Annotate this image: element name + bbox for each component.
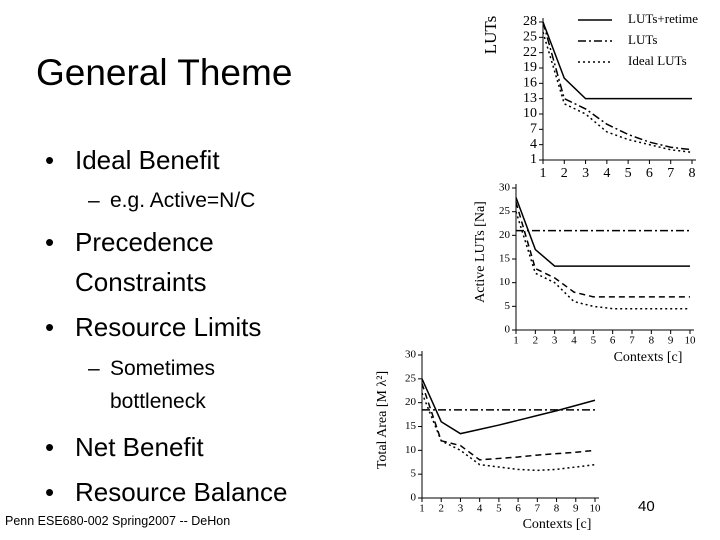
bullet: Net Benefit xyxy=(45,427,375,467)
x-tick-label: 5 xyxy=(625,166,632,181)
bullet: e.g. Active=N/C xyxy=(88,184,370,217)
y-tick-label: 0 xyxy=(411,492,417,504)
data-line xyxy=(542,32,693,154)
y-tick-label: 25 xyxy=(499,205,511,217)
x-tick-label: 6 xyxy=(610,335,616,347)
data-line xyxy=(421,392,596,472)
bullet: Precedence Constraints xyxy=(45,222,275,302)
data-line xyxy=(421,378,596,435)
y-tick-label: 25 xyxy=(523,30,537,45)
y-tick-label: 10 xyxy=(523,106,537,121)
x-tick-label: 1 xyxy=(419,503,425,515)
y-tick-label: 1 xyxy=(530,152,537,167)
x-tick-label: 2 xyxy=(561,166,568,181)
x-tick-label: 3 xyxy=(552,335,558,347)
data-line xyxy=(542,21,693,151)
y-axis-label: Total Area [M λ²] xyxy=(375,371,390,469)
x-tick-label: 2 xyxy=(438,503,444,515)
y-tick-label: 15 xyxy=(499,253,511,265)
y-tick-label: 30 xyxy=(405,349,417,361)
legend-label: Ideal LUTs xyxy=(628,53,687,68)
bullet: Ideal Benefit xyxy=(45,140,375,180)
x-tick-label: 5 xyxy=(496,503,502,515)
y-tick-label: 7 xyxy=(530,122,537,137)
y-tick-label: 10 xyxy=(405,444,417,456)
y-tick-label: 20 xyxy=(499,229,511,241)
y-tick-label: 16 xyxy=(523,76,537,91)
y-tick-label: 5 xyxy=(505,300,511,312)
x-tick-label: 9 xyxy=(668,335,674,347)
slide-title: General Theme xyxy=(36,52,293,93)
page-number: 40 xyxy=(638,498,655,515)
x-tick-label: 4 xyxy=(477,503,483,515)
y-tick-label: 10 xyxy=(499,276,511,288)
data-line xyxy=(515,197,690,267)
x-tick-label: 3 xyxy=(582,166,589,181)
x-tick-label: 7 xyxy=(667,166,674,181)
y-tick-label: 19 xyxy=(523,60,537,75)
x-tick-label: 1 xyxy=(513,335,519,347)
y-tick-label: 28 xyxy=(523,14,537,29)
y-axis-label: LUTs xyxy=(481,16,500,54)
y-tick-label: 25 xyxy=(405,372,417,384)
x-tick-label: 10 xyxy=(685,335,697,347)
data-line xyxy=(515,211,690,310)
bullet: Sometimes bottleneck xyxy=(88,352,270,418)
y-tick-label: 13 xyxy=(523,91,537,106)
x-tick-label: 9 xyxy=(573,503,579,515)
y-tick-label: 20 xyxy=(405,396,417,408)
x-tick-label: 6 xyxy=(515,503,521,515)
legend-label: LUTs xyxy=(628,32,657,47)
x-axis-label: Contexts [c] xyxy=(523,517,592,532)
y-axis-label: Active LUTs [Na] xyxy=(473,201,488,303)
x-tick-label: 1 xyxy=(540,166,547,181)
data-line xyxy=(515,201,690,298)
y-tick-label: 22 xyxy=(523,45,537,60)
x-tick-label: 6 xyxy=(646,166,653,181)
x-axis-label: Contexts [c] xyxy=(614,350,683,365)
y-tick-label: 15 xyxy=(405,420,417,432)
x-tick-label: 7 xyxy=(535,503,541,515)
x-tick-label: 4 xyxy=(571,335,577,347)
footer: Penn ESE680-002 Spring2007 -- DeHon xyxy=(5,514,231,528)
y-tick-label: 5 xyxy=(411,468,417,480)
x-tick-label: 4 xyxy=(603,166,610,181)
data-line xyxy=(542,21,692,100)
x-tick-label: 3 xyxy=(458,503,464,515)
x-tick-label: 2 xyxy=(533,335,539,347)
x-tick-label: 8 xyxy=(649,335,655,347)
y-tick-label: 4 xyxy=(530,137,537,152)
y-tick-label: 30 xyxy=(499,182,511,194)
x-tick-label: 8 xyxy=(689,166,696,181)
bullet: Resource Balance xyxy=(45,472,375,512)
x-tick-label: 7 xyxy=(629,335,635,347)
data-line xyxy=(421,383,596,461)
x-tick-label: 8 xyxy=(554,503,560,515)
y-tick-label: 0 xyxy=(505,324,511,336)
x-tick-label: 10 xyxy=(590,503,602,515)
legend-label: LUTs+retime xyxy=(628,11,698,26)
bullet: Resource Limits xyxy=(45,307,355,347)
x-tick-label: 5 xyxy=(591,335,597,347)
